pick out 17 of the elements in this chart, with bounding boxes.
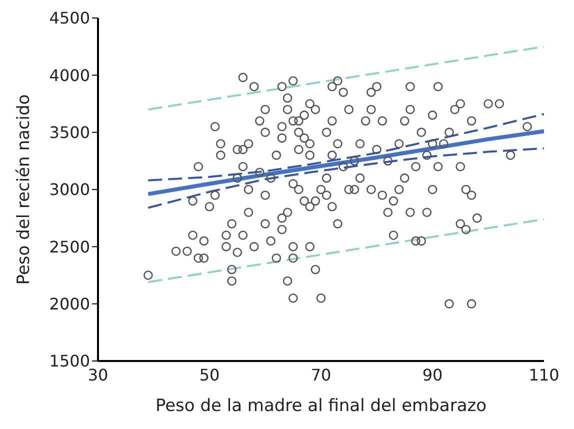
y-tick-label: 4500 [49,8,90,28]
y-tick-label: 2000 [49,294,90,314]
y-axis-title: Peso del recién nacido [14,94,34,285]
y-tick-label: 1500 [49,352,90,371]
y-tick-label: 2500 [49,237,90,256]
x-tick-label: 30 [88,365,108,384]
x-tick-label: 110 [528,365,560,384]
y-tick-label: 3000 [49,180,90,200]
x-tick-label: 90 [422,365,443,384]
line-series [147,147,544,209]
x-tick-label: 50 [199,365,220,384]
line-series [146,129,544,196]
x-axis-title: Peso de la madre al final del embarazo [155,396,487,416]
y-tick-label: 4000 [49,66,90,85]
line-series [147,113,544,182]
x-tick-label: 70 [310,365,332,384]
y-tick-label: 3500 [49,123,90,142]
